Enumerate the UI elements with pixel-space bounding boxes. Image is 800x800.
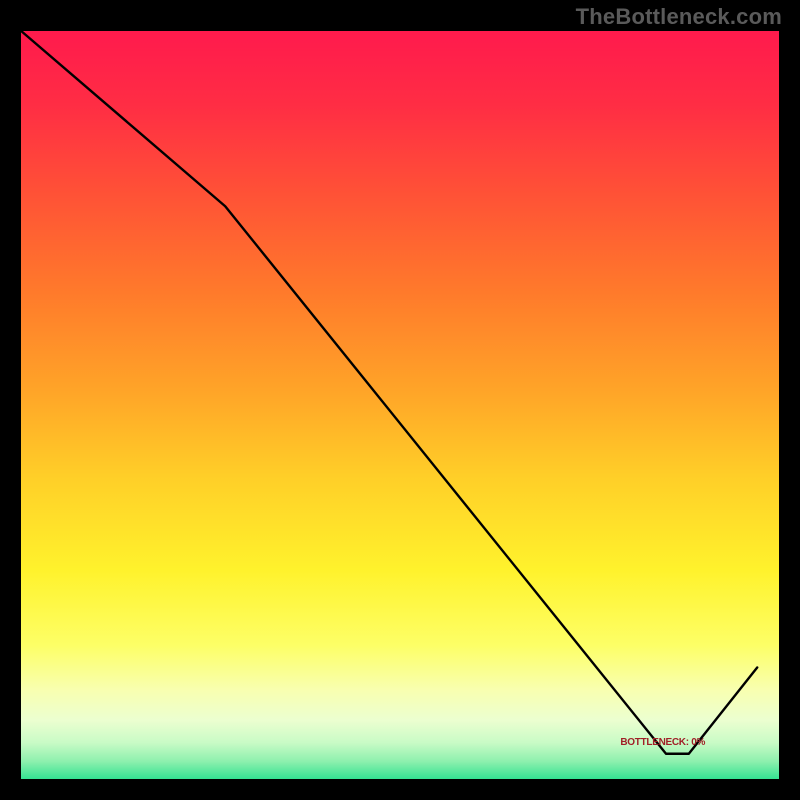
chart-stage: TheBottleneck.com BOTTLENECK: 0% bbox=[0, 0, 800, 800]
watermark-text: TheBottleneck.com bbox=[576, 4, 782, 30]
plot-background bbox=[20, 30, 780, 780]
valley-percent-label: BOTTLENECK: 0% bbox=[620, 737, 705, 748]
chart-svg bbox=[0, 0, 800, 800]
